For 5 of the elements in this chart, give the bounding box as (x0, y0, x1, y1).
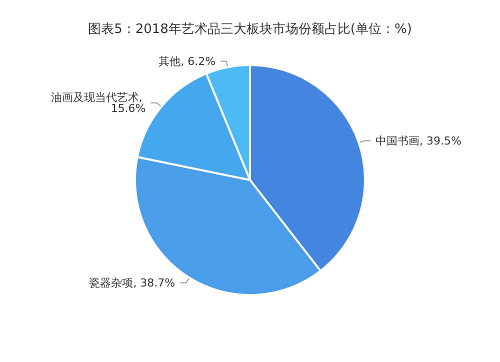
slice-label: 瓷器杂项, 38.7% (89, 276, 176, 290)
slice-label: 其他, 6.2% (158, 54, 216, 68)
chart-title: 图表5：2018年艺术品三大板块市场份额占比(单位：%) (88, 22, 412, 37)
slice-label: 油画及现当代艺术, 15.6% (50, 90, 146, 115)
slice-label: 中国书画, 39.5% (375, 134, 462, 148)
